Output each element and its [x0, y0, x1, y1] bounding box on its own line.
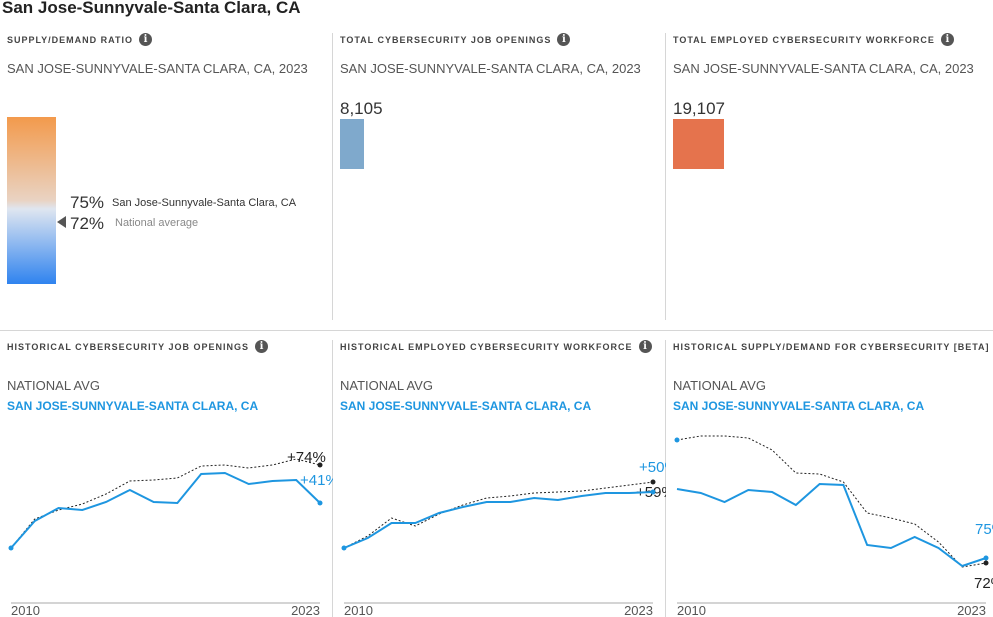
- info-icon[interactable]: i: [255, 340, 269, 353]
- local-end-point[interactable]: [650, 489, 656, 495]
- local-series-line: [343, 491, 654, 549]
- x-tick-label: 2023: [957, 603, 986, 617]
- divider: [665, 340, 666, 617]
- local-end-point[interactable]: [983, 555, 989, 561]
- national-ratio-label: National average: [115, 217, 199, 229]
- divider: [332, 340, 333, 617]
- history-panel: HISTORICAL SUPPLY/DEMAND FOR CYBERSECURI…: [666, 340, 993, 617]
- info-icon[interactable]: i: [557, 33, 571, 46]
- panel-title: TOTAL EMPLOYED CYBERSECURITY WORKFORCE: [673, 34, 935, 45]
- national-end-point[interactable]: [983, 560, 989, 566]
- history-panel: HISTORICAL EMPLOYED CYBERSECURITY WORKFO…: [333, 340, 666, 617]
- start-point: [674, 437, 680, 443]
- local-end-label: +50%: [639, 459, 666, 476]
- line-chart: 2010 2023 72% 75%: [674, 435, 993, 617]
- panel-title: HISTORICAL SUPPLY/DEMAND FOR CYBERSECURI…: [673, 341, 990, 352]
- local-end-point[interactable]: [317, 500, 323, 506]
- legend-national: NATIONAL AVG: [340, 378, 433, 393]
- panel-title: SUPPLY/DEMAND RATIO: [7, 34, 134, 45]
- legend-local: SAN JOSE-SUNNYVALE-SANTA CLARA, CA: [340, 399, 592, 413]
- local-ratio-label: San Jose-Sunnyvale-Santa Clara, CA: [112, 197, 297, 209]
- national-series-line: [343, 481, 654, 549]
- x-tick-label: 2023: [624, 603, 653, 617]
- national-series-line: [10, 458, 321, 549]
- legend-local: SAN JOSE-SUNNYVALE-SANTA CLARA, CA: [7, 399, 259, 413]
- legend-national: NATIONAL AVG: [7, 378, 100, 393]
- x-tick-label: 2010: [344, 603, 373, 617]
- page-title: San Jose-Sunnyvale-Santa Clara, CA: [2, 0, 301, 17]
- info-icon[interactable]: i: [139, 33, 153, 46]
- legend-national: NATIONAL AVG: [673, 378, 766, 393]
- panel-title: HISTORICAL EMPLOYED CYBERSECURITY WORKFO…: [340, 341, 633, 352]
- workforce-value: 19,107: [673, 99, 725, 118]
- history-panel: HISTORICAL CYBERSECURITY JOB OPENINGS i N…: [0, 340, 333, 617]
- national-end-label: +74%: [287, 449, 326, 466]
- workforce-panel: TOTAL EMPLOYED CYBERSECURITY WORKFORCE i …: [666, 33, 993, 323]
- info-icon[interactable]: i: [638, 340, 652, 353]
- divider: [665, 33, 666, 320]
- marker-triangle-icon: [57, 216, 66, 228]
- job-openings-value: 8,105: [340, 99, 383, 118]
- local-end-label: +41%: [300, 472, 333, 489]
- national-ratio-value: 72%: [70, 214, 105, 233]
- panel-title: HISTORICAL CYBERSECURITY JOB OPENINGS: [7, 341, 250, 352]
- national-end-point[interactable]: [650, 479, 656, 485]
- legend-local: SAN JOSE-SUNNYVALE-SANTA CLARA, CA: [673, 399, 925, 413]
- x-tick-label: 2023: [291, 603, 320, 617]
- local-ratio-value: 75%: [70, 193, 105, 212]
- divider: [332, 33, 333, 320]
- panel-subtitle: SAN JOSE-SUNNYVALE-SANTA CLARA, CA, 2023: [673, 61, 974, 76]
- workforce-bar: [673, 119, 724, 169]
- local-series-line: [10, 471, 321, 549]
- panel-subtitle: SAN JOSE-SUNNYVALE-SANTA CLARA, CA, 2023: [340, 61, 641, 76]
- x-tick-label: 2010: [677, 603, 706, 617]
- panel-title: TOTAL CYBERSECURITY JOB OPENINGS: [340, 34, 552, 45]
- supply-demand-panel: SUPPLY/DEMAND RATIO i SAN JOSE-SUNNYVALE-…: [0, 33, 333, 323]
- x-tick-label: 2010: [11, 603, 40, 617]
- job-openings-panel: TOTAL CYBERSECURITY JOB OPENINGS i SAN JO…: [333, 33, 666, 323]
- national-end-label: 72%: [974, 575, 993, 592]
- national-end-point[interactable]: [317, 462, 323, 468]
- ratio-gradient-bar: [7, 117, 56, 284]
- divider: [0, 330, 993, 331]
- panel-subtitle: SAN JOSE-SUNNYVALE-SANTA CLARA, CA, 2023: [7, 61, 308, 76]
- local-end-label: 75%: [975, 521, 993, 538]
- line-chart: 2010 2023 +74% +41%: [8, 449, 333, 617]
- national-series-line: [676, 435, 987, 568]
- local-series-line: [676, 482, 987, 568]
- info-icon[interactable]: i: [940, 33, 954, 46]
- job-openings-bar: [340, 119, 364, 169]
